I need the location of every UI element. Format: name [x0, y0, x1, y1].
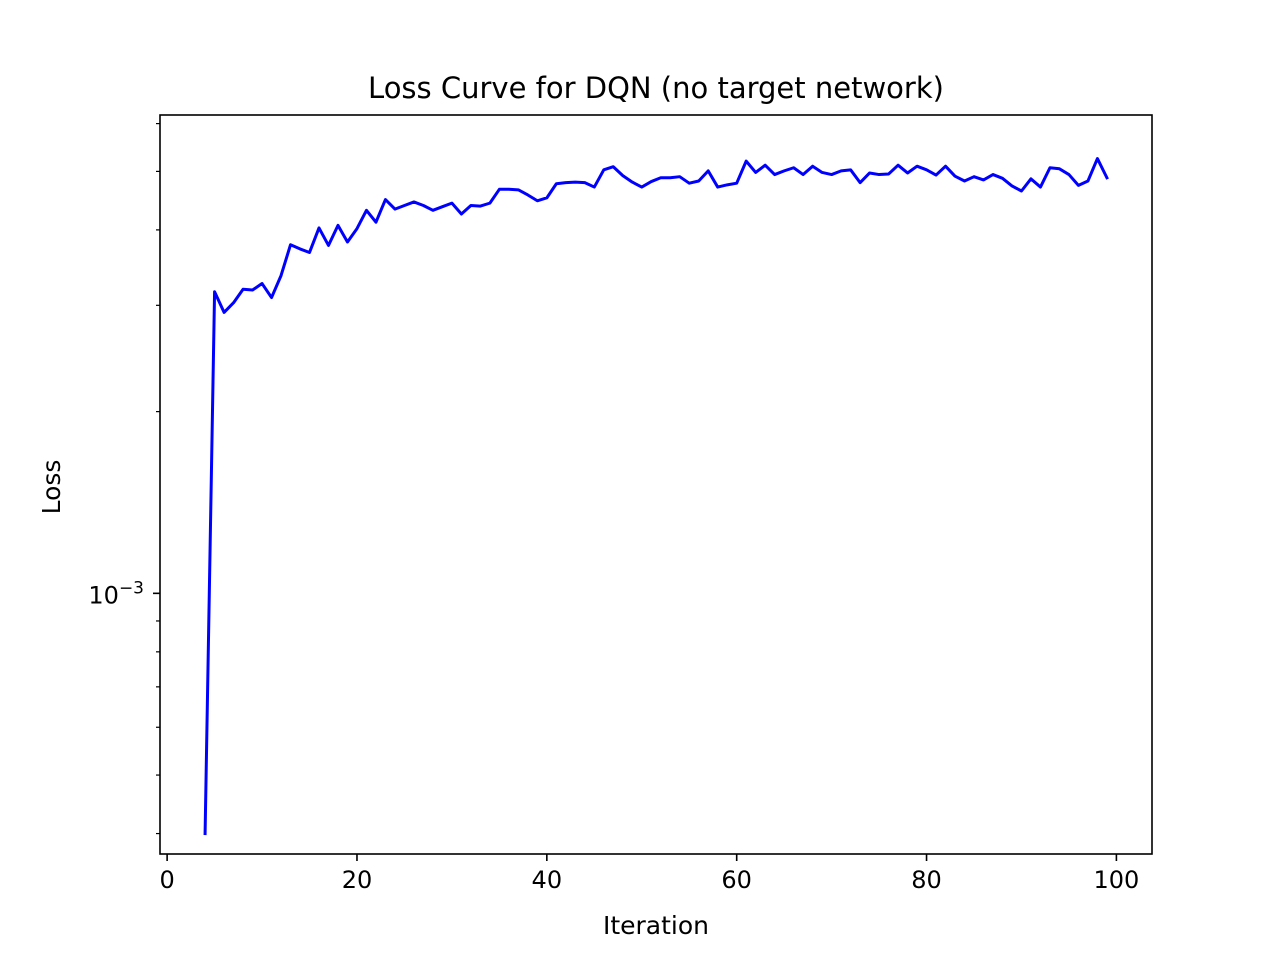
chart-title: Loss Curve for DQN (no target network) [368, 71, 944, 105]
y-axis-label: Loss [37, 460, 66, 515]
x-tick-label: 0 [159, 866, 174, 894]
x-axis: 0 20 40 60 80 100 [159, 854, 1139, 894]
x-tick-label: 40 [532, 866, 563, 894]
x-tick-label: 60 [721, 866, 752, 894]
x-tick-label: 20 [342, 866, 373, 894]
axes-frame [159, 114, 1153, 855]
x-tick-label: 100 [1093, 866, 1139, 894]
x-axis-label: Iteration [603, 911, 709, 940]
series-line-0 [203, 157, 1109, 836]
y-axis: 10−3 [88, 122, 160, 835]
x-tick-label: 80 [911, 866, 942, 894]
plot-area [203, 157, 1109, 836]
y-tick-major-label: 10−3 [88, 578, 144, 609]
